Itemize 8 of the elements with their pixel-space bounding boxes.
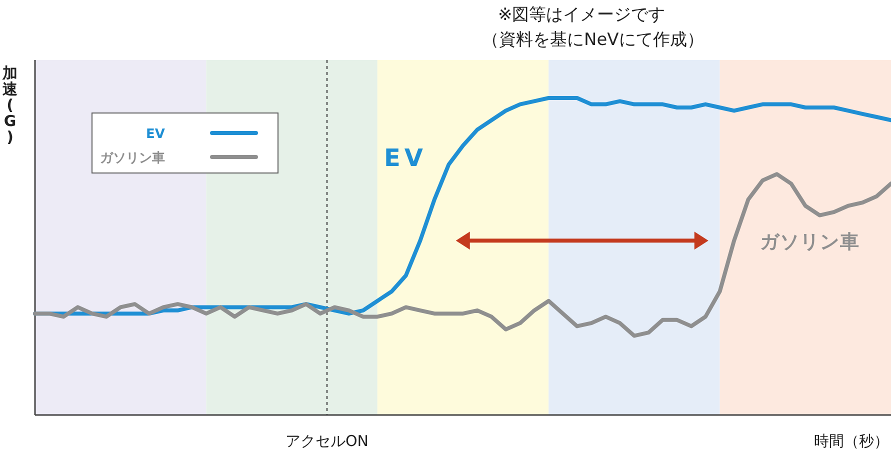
text: （資料を基にNeVにて作成）	[482, 30, 704, 50]
text: アクセルON	[285, 432, 369, 450]
text: ※図等はイメージです	[498, 5, 666, 25]
annotation: EV	[384, 144, 427, 172]
legend: EV ガソリン車	[92, 112, 278, 174]
x-axis-title: 時間（秒）	[814, 432, 889, 450]
y-axis-title: 加速(G)	[2, 64, 18, 146]
annotation: ガソリン車	[760, 231, 860, 253]
